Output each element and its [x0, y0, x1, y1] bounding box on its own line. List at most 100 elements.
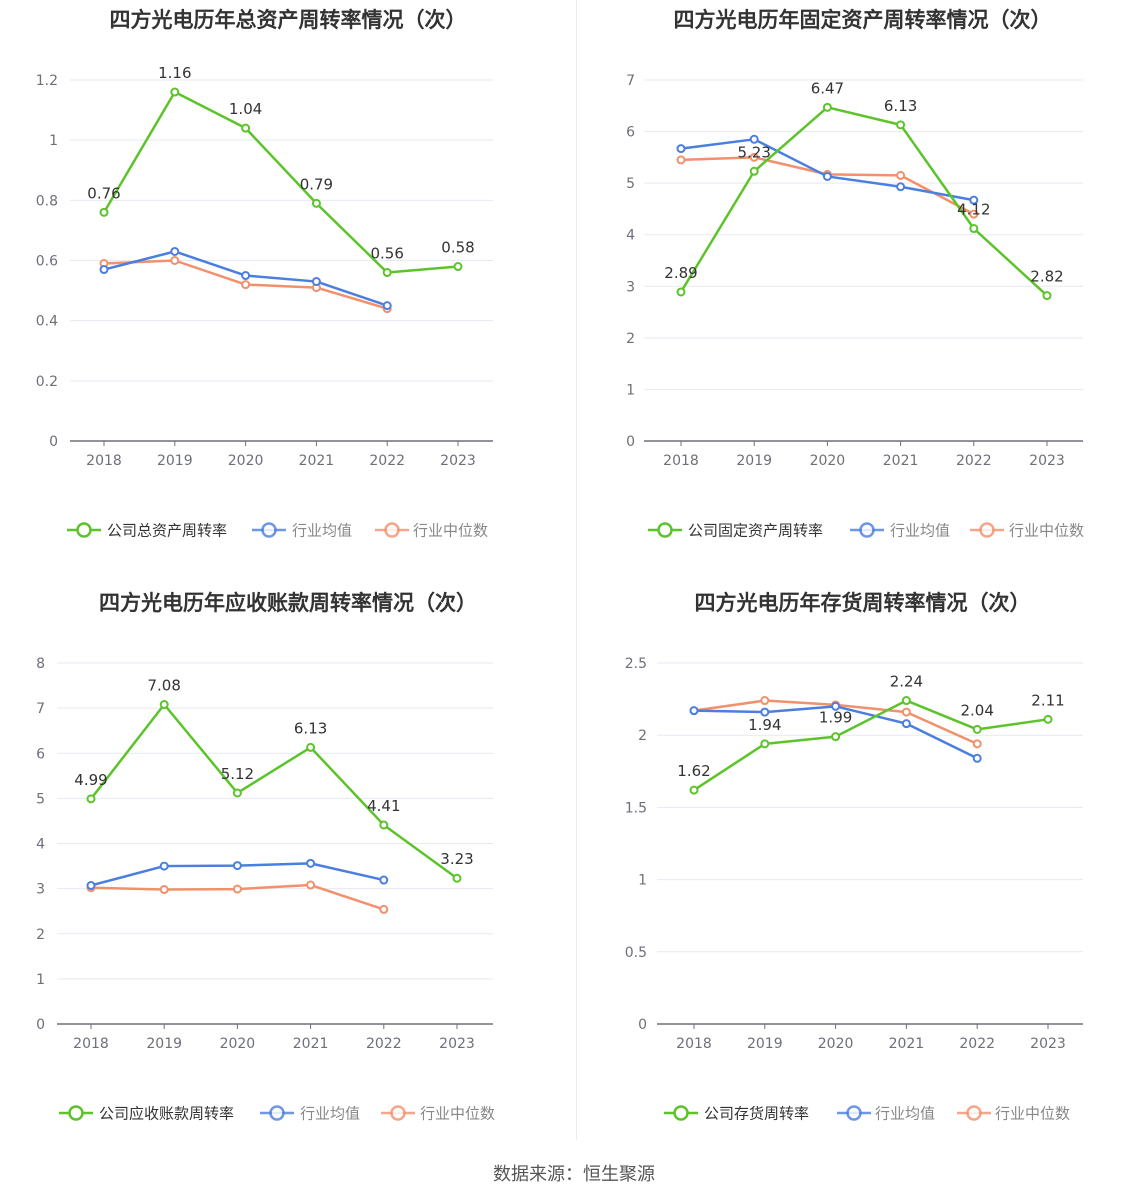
data-point-industry-mean[interactable]: [170, 246, 180, 256]
data-point-industry-mean[interactable]: [896, 182, 906, 192]
data-label: 7.08: [147, 677, 180, 695]
data-label: 5.23: [737, 143, 770, 161]
data-point-industry-mean[interactable]: [822, 171, 832, 181]
data-point-industry-median[interactable]: [969, 209, 979, 219]
data-point-company[interactable]: [99, 207, 109, 217]
data-label: 2.24: [890, 673, 923, 691]
data-point-industry-median[interactable]: [241, 280, 251, 290]
data-label: 4.12: [957, 201, 990, 219]
data-point-industry-mean[interactable]: [969, 195, 979, 205]
legend-item-company[interactable]: 公司应收账款周转率: [59, 1105, 234, 1123]
data-point-company[interactable]: [749, 166, 759, 176]
data-point-industry-median[interactable]: [901, 707, 911, 717]
data-point-company[interactable]: [676, 287, 686, 297]
data-point-company[interactable]: [972, 724, 982, 734]
data-point-company[interactable]: [822, 102, 832, 112]
data-point-company[interactable]: [170, 87, 180, 97]
data-point-industry-mean[interactable]: [760, 707, 770, 717]
data-point-industry-median[interactable]: [379, 904, 389, 914]
data-point-company[interactable]: [901, 696, 911, 706]
data-point-industry-median[interactable]: [306, 880, 316, 890]
data-point-company[interactable]: [1043, 714, 1053, 724]
y-tick-label: 5: [36, 791, 45, 807]
data-point-company[interactable]: [232, 788, 242, 798]
data-point-company[interactable]: [382, 268, 392, 278]
vertical-divider: [576, 0, 577, 1140]
data-point-company[interactable]: [241, 123, 251, 133]
y-tick-label: 1: [36, 972, 45, 988]
data-point-industry-mean[interactable]: [749, 134, 759, 144]
chart-panel-fixed-asset-turnover: 四方光电历年固定资产周转率情况（次） 0 1 2 3 4 5 6 7 2018 2019 2020 2…: [577, 0, 1148, 560]
data-point-industry-mean[interactable]: [676, 144, 686, 154]
legend-item-industry-median[interactable]: 行业中位数: [957, 1105, 1070, 1123]
legend-marker: [859, 522, 875, 538]
legend-label: 行业均值: [875, 1105, 935, 1123]
data-point-industry-median[interactable]: [760, 696, 770, 706]
legend-item-company[interactable]: 公司固定资产周转率: [648, 522, 823, 540]
legend-item-company[interactable]: 公司存货周转率: [664, 1105, 809, 1123]
y-tick-label: 0: [638, 1017, 647, 1033]
data-point-industry-mean[interactable]: [306, 858, 316, 868]
y-tick-label: 1.5: [625, 800, 647, 816]
data-point-industry-median[interactable]: [232, 884, 242, 894]
legend-item-industry-mean[interactable]: 行业均值: [850, 522, 950, 540]
data-point-company[interactable]: [306, 742, 316, 752]
data-point-industry-mean[interactable]: [689, 706, 699, 716]
data-point-industry-mean[interactable]: [241, 271, 251, 281]
data-point-industry-median[interactable]: [749, 152, 759, 162]
data-point-company[interactable]: [452, 873, 462, 883]
y-tick-label: 0: [626, 434, 635, 450]
data-point-company[interactable]: [689, 785, 699, 795]
data-point-company[interactable]: [159, 700, 169, 710]
legend-item-company[interactable]: 公司总资产周转率: [67, 522, 227, 540]
legend-item-industry-mean[interactable]: 行业均值: [837, 1105, 935, 1123]
data-point-industry-mean[interactable]: [311, 277, 321, 287]
legend-item-industry-median[interactable]: 行业中位数: [375, 522, 488, 540]
x-tick-label: 2023: [1030, 1036, 1066, 1052]
legend-marker: [384, 522, 400, 538]
data-point-industry-mean[interactable]: [159, 861, 169, 871]
y-tick-label: 4: [626, 228, 635, 244]
data-point-industry-mean[interactable]: [232, 861, 242, 871]
data-label: 6.47: [811, 79, 844, 97]
data-point-company[interactable]: [760, 739, 770, 749]
legend-label: 行业中位数: [1009, 522, 1084, 540]
data-point-industry-mean[interactable]: [382, 301, 392, 311]
x-tick-label: 2020: [810, 453, 846, 469]
y-tick-label: 0.8: [36, 193, 58, 209]
legend-label: 行业中位数: [995, 1105, 1070, 1123]
legend-item-industry-mean[interactable]: 行业均值: [252, 522, 352, 540]
legend-item-industry-median[interactable]: 行业中位数: [970, 522, 1084, 540]
data-point-industry-mean[interactable]: [901, 719, 911, 729]
x-tick-label: 2019: [157, 453, 193, 469]
data-point-company[interactable]: [969, 224, 979, 234]
legend-marker: [657, 522, 673, 538]
y-tick-label: 0.2: [36, 374, 58, 390]
data-point-industry-mean[interactable]: [86, 880, 96, 890]
data-point-company[interactable]: [831, 732, 841, 742]
legend-item-industry-mean[interactable]: 行业均值: [260, 1105, 360, 1123]
y-tick-label: 0: [36, 1017, 45, 1033]
legend-label: 公司应收账款周转率: [99, 1105, 234, 1123]
data-point-company[interactable]: [311, 198, 321, 208]
data-point-industry-mean[interactable]: [972, 753, 982, 763]
data-label: 4.41: [367, 797, 400, 815]
data-point-company[interactable]: [896, 120, 906, 130]
data-point-company[interactable]: [453, 262, 463, 272]
data-point-company[interactable]: [379, 820, 389, 830]
chart-panel-total-asset-turnover: 四方光电历年总资产周转率情况（次） 0 0.2 0.4 0.6 0.8 1 1.2 2018 2…: [0, 0, 576, 560]
data-point-industry-median[interactable]: [170, 256, 180, 265]
legend-item-industry-median[interactable]: 行业中位数: [381, 1105, 495, 1123]
data-point-industry-median[interactable]: [896, 170, 906, 180]
data-point-industry-mean[interactable]: [379, 875, 389, 885]
legend-label: 行业中位数: [420, 1105, 495, 1123]
data-point-company[interactable]: [86, 794, 96, 804]
data-point-industry-mean[interactable]: [99, 265, 109, 275]
data-point-company[interactable]: [1042, 291, 1052, 301]
y-tick-label: 2: [626, 331, 635, 347]
data-label: 6.13: [884, 97, 917, 115]
data-point-industry-median[interactable]: [676, 155, 686, 165]
data-point-industry-median[interactable]: [159, 885, 169, 895]
data-point-industry-median[interactable]: [972, 739, 982, 749]
data-point-industry-mean[interactable]: [831, 701, 841, 711]
